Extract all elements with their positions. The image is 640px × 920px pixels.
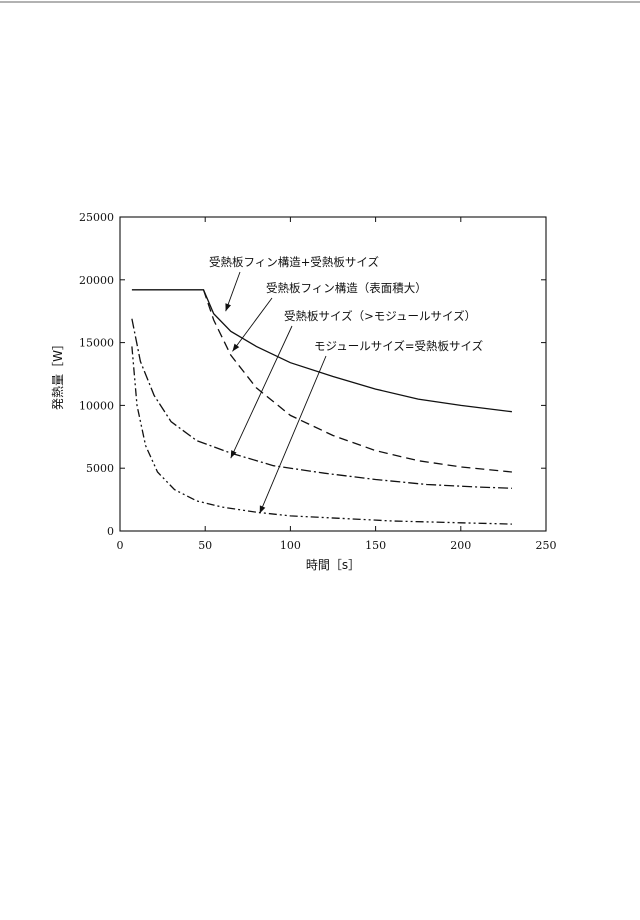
x-tick-label: 250: [536, 539, 557, 552]
series-annotation-3: 受熱板サイズ（>モジュールサイズ）: [284, 309, 476, 323]
series-annotation-4: モジュールサイズ=受熱板サイズ: [314, 339, 483, 353]
series-annotation-1: 受熱板フィン構造+受熱板サイズ: [209, 255, 379, 269]
annotation-leader-4: [260, 356, 326, 513]
y-tick-label: 0: [107, 525, 114, 538]
y-tick-label: 5000: [86, 462, 114, 475]
annotation-leader-3: [231, 326, 292, 458]
series-layer: [132, 290, 512, 524]
x-axis-label: 時間［s］: [306, 558, 360, 572]
x-tick-label: 0: [117, 539, 124, 552]
x-tick-label: 200: [450, 539, 471, 552]
y-tick-label: 10000: [79, 399, 114, 412]
y-axis-label: 発熱量［W］: [51, 338, 65, 410]
y-tick-label: 20000: [79, 274, 114, 287]
x-tick-label: 50: [198, 539, 212, 552]
annotation-arrowhead-1: [225, 303, 231, 311]
annotation-arrowhead-4: [260, 505, 266, 513]
annotation-layer: 受熱板フィン構造+受熱板サイズ受熱板フィン構造（表面積大） 受熱板サイズ（>モジュ…: [209, 255, 483, 513]
y-tick-label: 15000: [79, 337, 114, 350]
x-tick-label: 100: [280, 539, 301, 552]
y-tick-label: 25000: [79, 211, 114, 224]
series-annotation-2: 受熱板フィン構造（表面積大）: [266, 281, 427, 295]
annotation-arrowhead-2: [232, 344, 239, 352]
x-tick-label: 150: [365, 539, 386, 552]
